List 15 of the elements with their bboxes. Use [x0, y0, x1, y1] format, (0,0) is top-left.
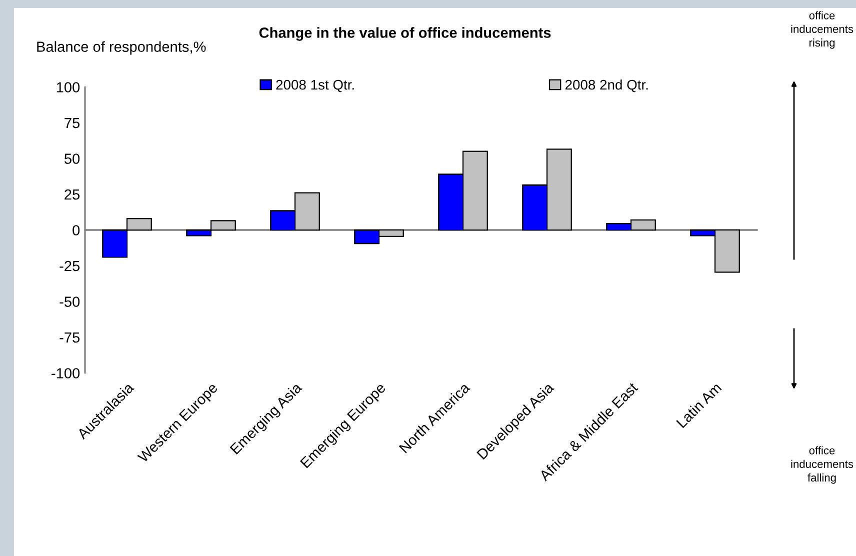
- y-tick-label: -100: [52, 368, 80, 378]
- y-tick-label: -25: [60, 260, 80, 272]
- legend-label: 2008 2nd Qtr.: [565, 79, 648, 92]
- y-axis-title: Balance of respondents,%: [37, 41, 206, 55]
- y-tick-label: 50: [64, 154, 80, 164]
- y-tick-label: -75: [60, 332, 80, 343]
- y-tick-label: 25: [64, 189, 80, 200]
- chart-title: Change in the value of office inducements: [259, 27, 551, 41]
- text: office inducements rising: [791, 11, 854, 49]
- y-tick-label: -50: [60, 296, 80, 307]
- y-tick-label: 100: [56, 82, 80, 92]
- y-tick-label: 0: [72, 225, 80, 236]
- text: office inducements falling: [791, 446, 854, 484]
- legend-label: 2008 1st Qtr.: [276, 80, 354, 92]
- y-tick-label: 75: [64, 118, 80, 128]
